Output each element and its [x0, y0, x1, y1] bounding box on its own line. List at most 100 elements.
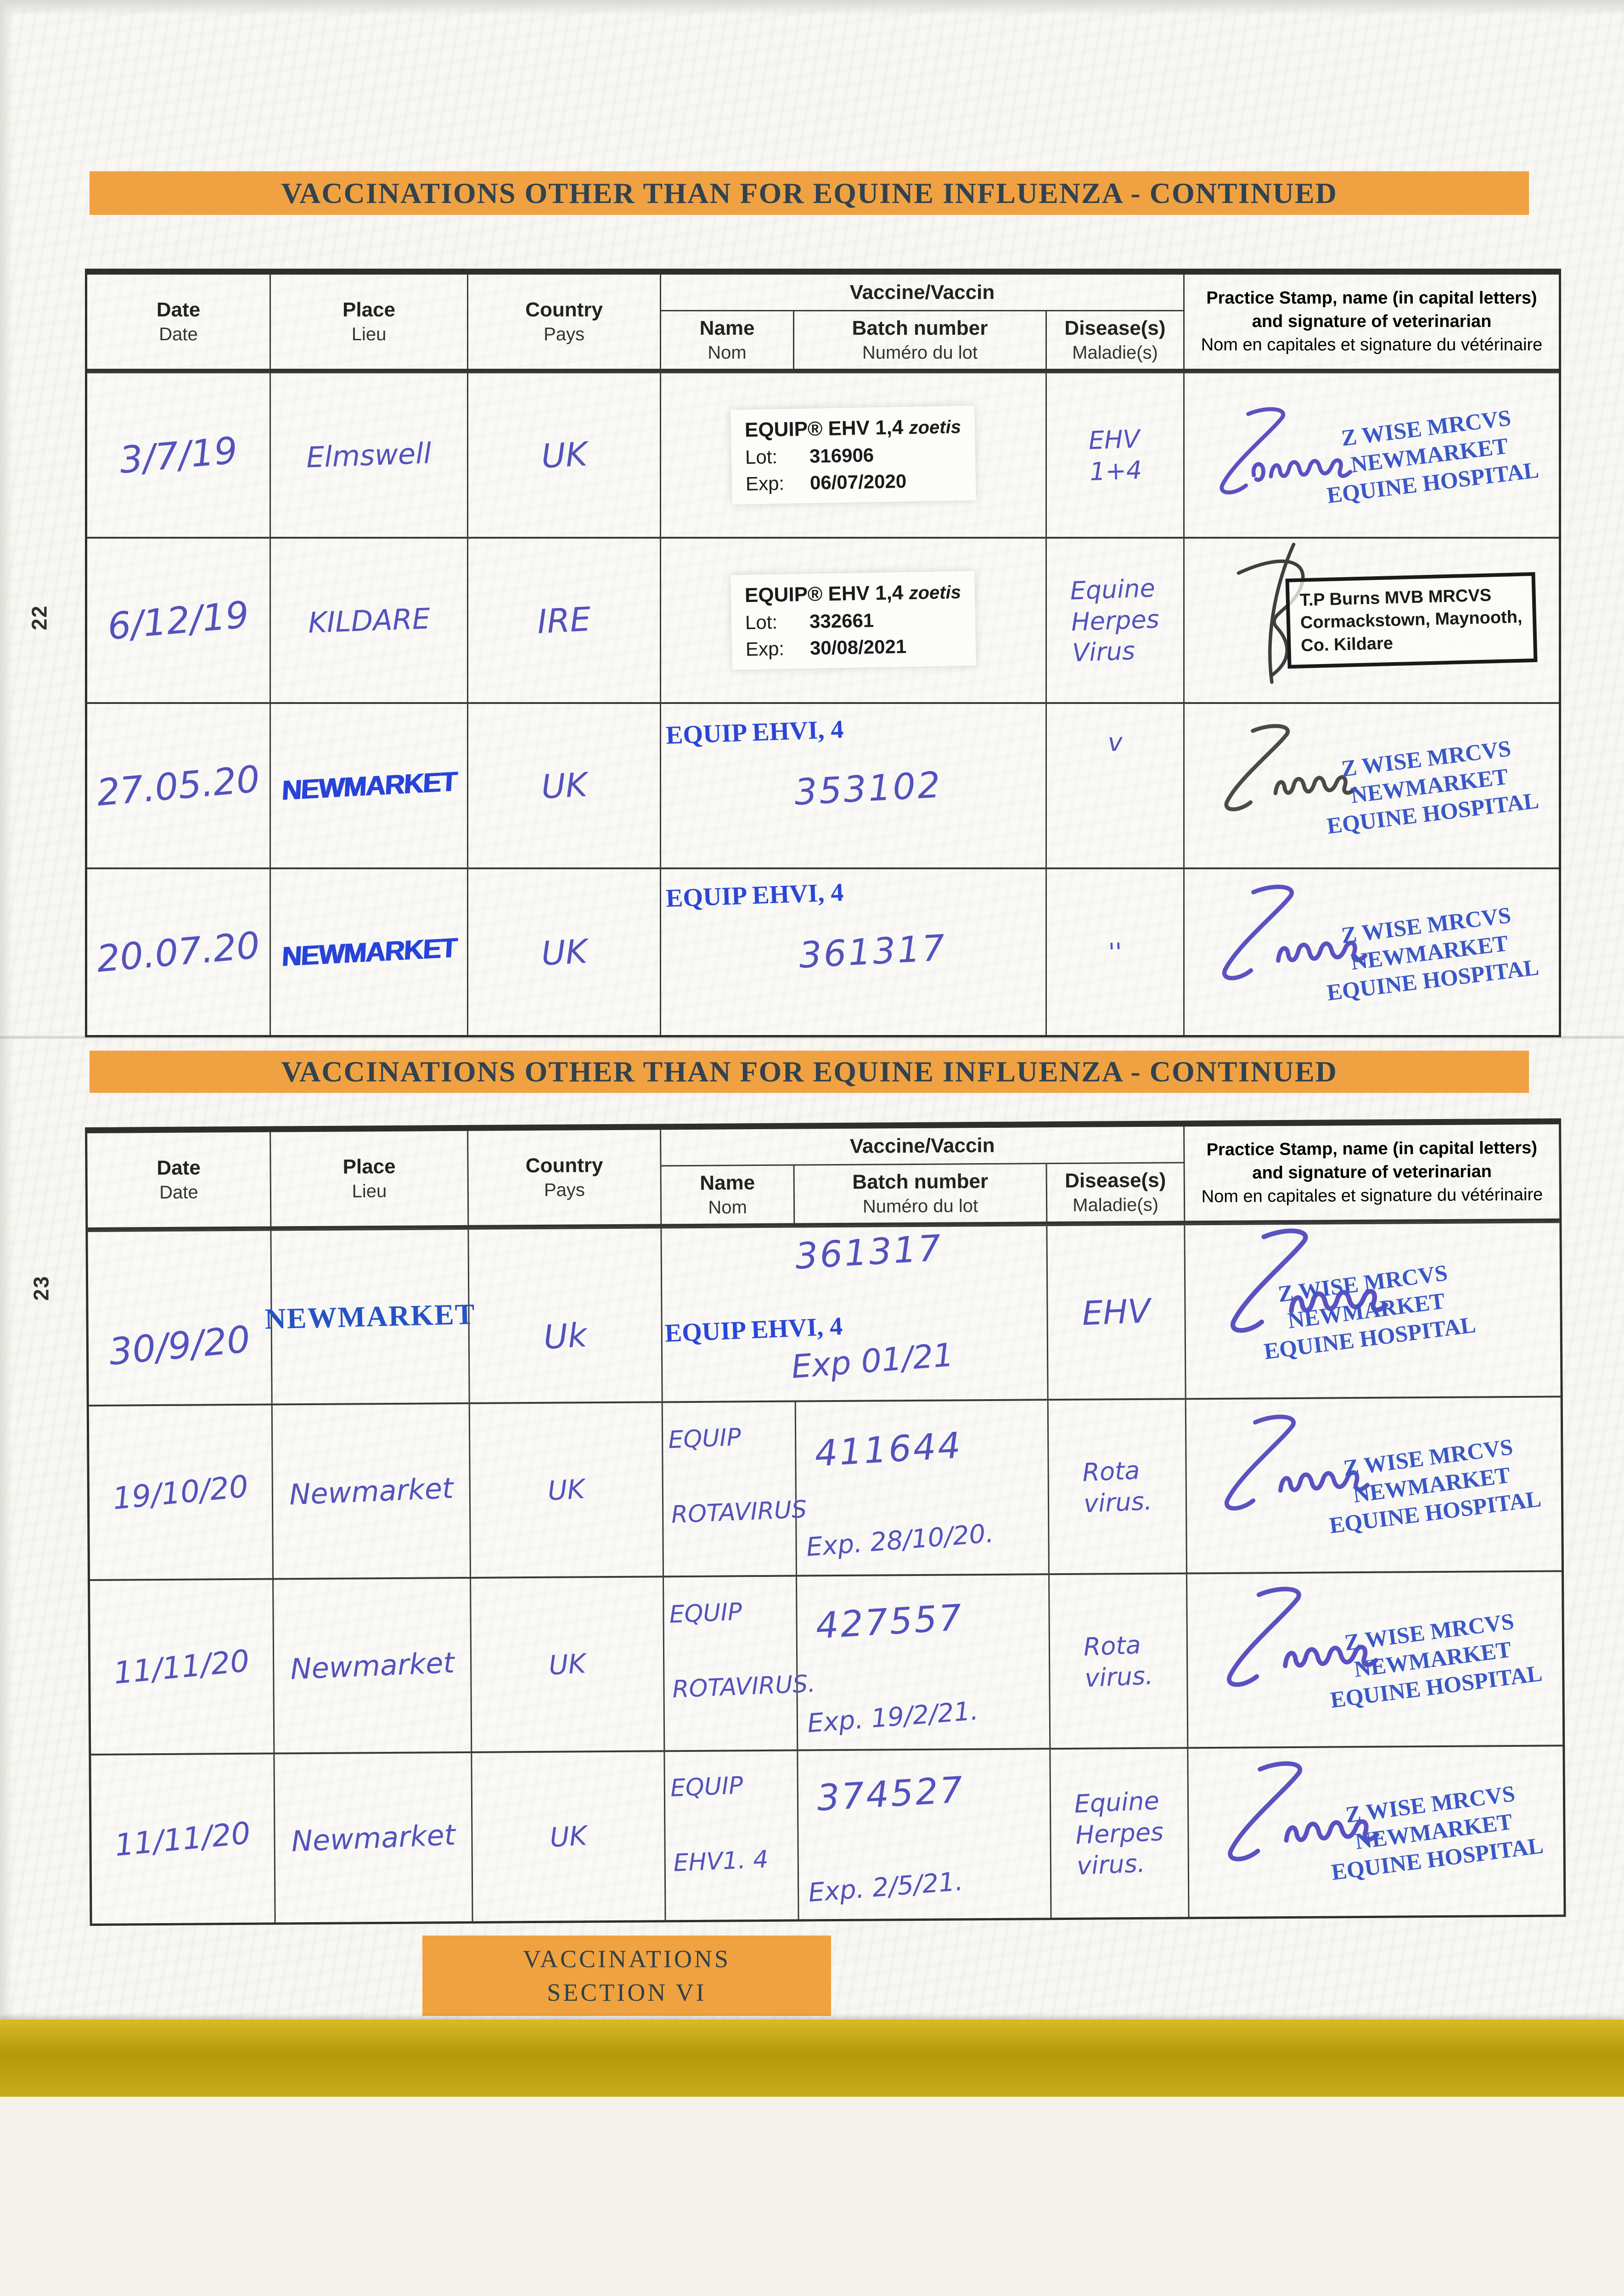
equip-stamp: EQUIP EHVI, 4 [665, 878, 844, 913]
vaccine-sticker-cell: EQUIP® EHV 1,4 zoetis Lot: 332661 Exp: 30/… [661, 539, 1047, 702]
header-vaccine-group: Vaccine/Vaccin [661, 1126, 1185, 1167]
table-row: 19/10/20 Newmarket UK EQUIP ROTAVIRUS 41… [89, 1396, 1562, 1579]
stamp-cell: T.P Burns MVB MRCVS Cormackstown, Maynoo… [1185, 539, 1559, 702]
batch-number: 411644 [813, 1424, 964, 1475]
header-batch: Batch number Numéro du lot [794, 311, 1047, 369]
place-cell: Newmarket [275, 1753, 473, 1923]
table-row: 30/9/20 NEWMARKET Uk 361317 EQUIP EHVI, … [88, 1221, 1561, 1405]
disease-cell: EHV [1047, 1225, 1186, 1399]
vaccine-sticker-cell: EQUIP® EHV 1,4 zoetis Lot: 316906 Exp: 06/… [661, 373, 1047, 537]
date-cell: 11/11/20 [90, 1580, 275, 1754]
header-stamp: Practice Stamp, name (in capital letters… [1201, 1138, 1543, 1207]
disease-cell: Equine Herpes Virus [1047, 539, 1185, 702]
place-cell: Elmswell [271, 373, 468, 537]
batch-number: 427557 [815, 1597, 965, 1647]
batch-expiry: Exp. 2/5/21. [807, 1866, 964, 1908]
header-name: Name Nom [661, 311, 794, 369]
batch-number: 361317 [794, 1227, 944, 1277]
stamp-cell: Z WISE MRCVS NEWMARKET EQUINE HOSPITAL [1185, 373, 1559, 537]
equip-stamp: EQUIP EHVI, 4 [664, 1312, 843, 1348]
header-date: Date Date [87, 275, 271, 369]
date-cell: 11/11/20 [91, 1754, 276, 1924]
disease-cell: EHV 1+4 [1047, 373, 1185, 537]
vaccine-name-batch-cell: EQUIP EHVI, 4 353102 [661, 704, 1047, 867]
header-name: Name Nom [661, 1165, 795, 1224]
table-row: 20.07.20 NEWMARKET UK EQUIP EHVI, 4 3613… [87, 867, 1559, 1035]
table-header: Date Date Place Lieu Country Pays Vaccin… [87, 1124, 1560, 1230]
vet-signature [1224, 724, 1357, 811]
place-cell: Newmarket [272, 1404, 471, 1578]
place-cell: NEWMARKET [271, 869, 468, 1035]
batch-number: 374527 [815, 1769, 966, 1819]
header-date: Date Date [87, 1132, 272, 1227]
disease-cell: Rota virus. [1049, 1574, 1189, 1748]
section-tab-line1: VACCINATIONS [523, 1945, 731, 1973]
vaccine-label-sticker: EQUIP® EHV 1,4 zoetis Lot: 332661 Exp: 30/… [731, 571, 976, 670]
batch-number: 361317 [798, 927, 948, 977]
stamp-cell: Z WISE MRCVS NEWMARKET EQUINE HOSPITAL [1187, 1572, 1562, 1747]
batch-cell: 411644 Exp. 28/10/20. [796, 1401, 1050, 1575]
vaccine-name-cell: EQUIP EHV1. 4 [665, 1751, 799, 1920]
vaccine-label-sticker: EQUIP® EHV 1,4 zoetis Lot: 316906 Exp: 06/… [731, 405, 976, 505]
vet-signature [1225, 1414, 1370, 1511]
batch-expiry: Exp. 28/10/20. [805, 1518, 995, 1563]
stamp-cell: Z WISE MRCVS NEWMARKET EQUINE HOSPITAL [1186, 1397, 1562, 1572]
vet-signature [1219, 407, 1353, 495]
newmarket-stamp: NEWMARKET [281, 765, 457, 806]
date-cell: 3/7/19 [87, 373, 271, 537]
vet-signature [1222, 884, 1368, 980]
newmarket-stamp: NEWMARKET [264, 1297, 476, 1335]
newmarket-stamp: NEWMARKET [281, 932, 457, 972]
banner-title: VACCINATIONS OTHER THAN FOR EQUINE INFLU… [281, 176, 1337, 209]
table-row: 6/12/19 KILDARE IRE EQUIP® EHV 1,4 zoeti… [87, 537, 1559, 702]
country-cell: UK [468, 704, 661, 867]
place-cell: KILDARE [271, 539, 468, 702]
country-cell: UK [468, 869, 661, 1035]
header-country: Country Pays [468, 1130, 662, 1225]
country-cell: UK [468, 373, 661, 537]
stamp-cell: Z WISE MRCVS NEWMARKET EQUINE HOSPITAL [1185, 704, 1559, 867]
table-row: 11/11/20 Newmarket UK EQUIP ROTAVIRUS. 4… [90, 1570, 1563, 1754]
table-row: 3/7/19 Elmswell UK EQUIP® EHV 1,4 zoetis… [87, 371, 1559, 537]
disease-cell: '' [1047, 869, 1185, 1035]
place-cell: NEWMARKET [264, 1229, 476, 1404]
book-cover-edge [0, 2020, 1624, 2097]
equip-stamp: EQUIP EHVI, 4 [665, 715, 844, 750]
header-place: Place Lieu [271, 1131, 469, 1227]
batch-cell: 427557 Exp. 19/2/21. [797, 1575, 1051, 1750]
vaccine-name-cell: EQUIP ROTAVIRUS. [664, 1576, 816, 1750]
vaccination-table-bottom: Date Date Place Lieu Country Pays Vaccin… [85, 1118, 1566, 1926]
country-cell: IRE [468, 539, 661, 702]
vaccination-table-top: Date Date Place Lieu Country Pays Vaccin… [85, 269, 1561, 1037]
country-cell: UK [471, 1577, 665, 1751]
header-stamp: Practice Stamp, name (in capital letters… [1201, 288, 1543, 355]
scan-left-shadow [0, 0, 13, 2020]
vaccine-name-batch-cell: 361317 EQUIP EHVI, 4 Exp 01/21 [662, 1226, 1049, 1401]
place-cell: NEWMARKET [271, 704, 468, 867]
scan-top-shadow [0, 0, 1624, 16]
section-tab: VACCINATIONS SECTION VI [422, 1936, 831, 2016]
vaccine-name-batch-cell: EQUIP EHVI, 4 361317 [661, 869, 1047, 1035]
batch-expiry: Exp. 19/2/21. [806, 1696, 980, 1739]
country-cell: UK [470, 1403, 664, 1577]
table-row: 11/11/20 Newmarket UK EQUIP EHV1. 4 3745… [91, 1745, 1564, 1924]
country-cell: UK [472, 1752, 666, 1921]
date-cell: 20.07.20 [87, 869, 271, 1035]
table-row: 27.05.20 NEWMARKET UK EQUIP EHVI, 4 3531… [87, 702, 1559, 867]
stamp-cell: Z WISE MRCVS NEWMARKET EQUINE HOSPITAL [1188, 1746, 1563, 1917]
header-place: Place Lieu [271, 275, 468, 369]
date-cell: 19/10/20 [89, 1405, 274, 1579]
header-disease: Disease(s) Maladie(s) [1047, 311, 1185, 369]
page-number-22: 22 [27, 605, 51, 630]
section-tab-line2: SECTION VI [547, 1978, 707, 2006]
batch-cell: 374527 Exp. 2/5/21. [798, 1750, 1052, 1919]
date-cell: 6/12/19 [87, 539, 271, 702]
page-seam [0, 1036, 1624, 1039]
batch-number: 353102 [793, 764, 943, 814]
date-cell: 27.05.20 [87, 704, 271, 867]
page-number-23: 23 [29, 1275, 53, 1301]
scan-bottom-area [0, 2097, 1624, 2296]
stamp-cell: Z WISE MRCVS NEWMARKET EQUINE HOSPITAL [1185, 869, 1559, 1035]
vet-signature [1227, 1587, 1378, 1687]
section-banner-top: VACCINATIONS OTHER THAN FOR EQUINE INFLU… [90, 171, 1529, 215]
